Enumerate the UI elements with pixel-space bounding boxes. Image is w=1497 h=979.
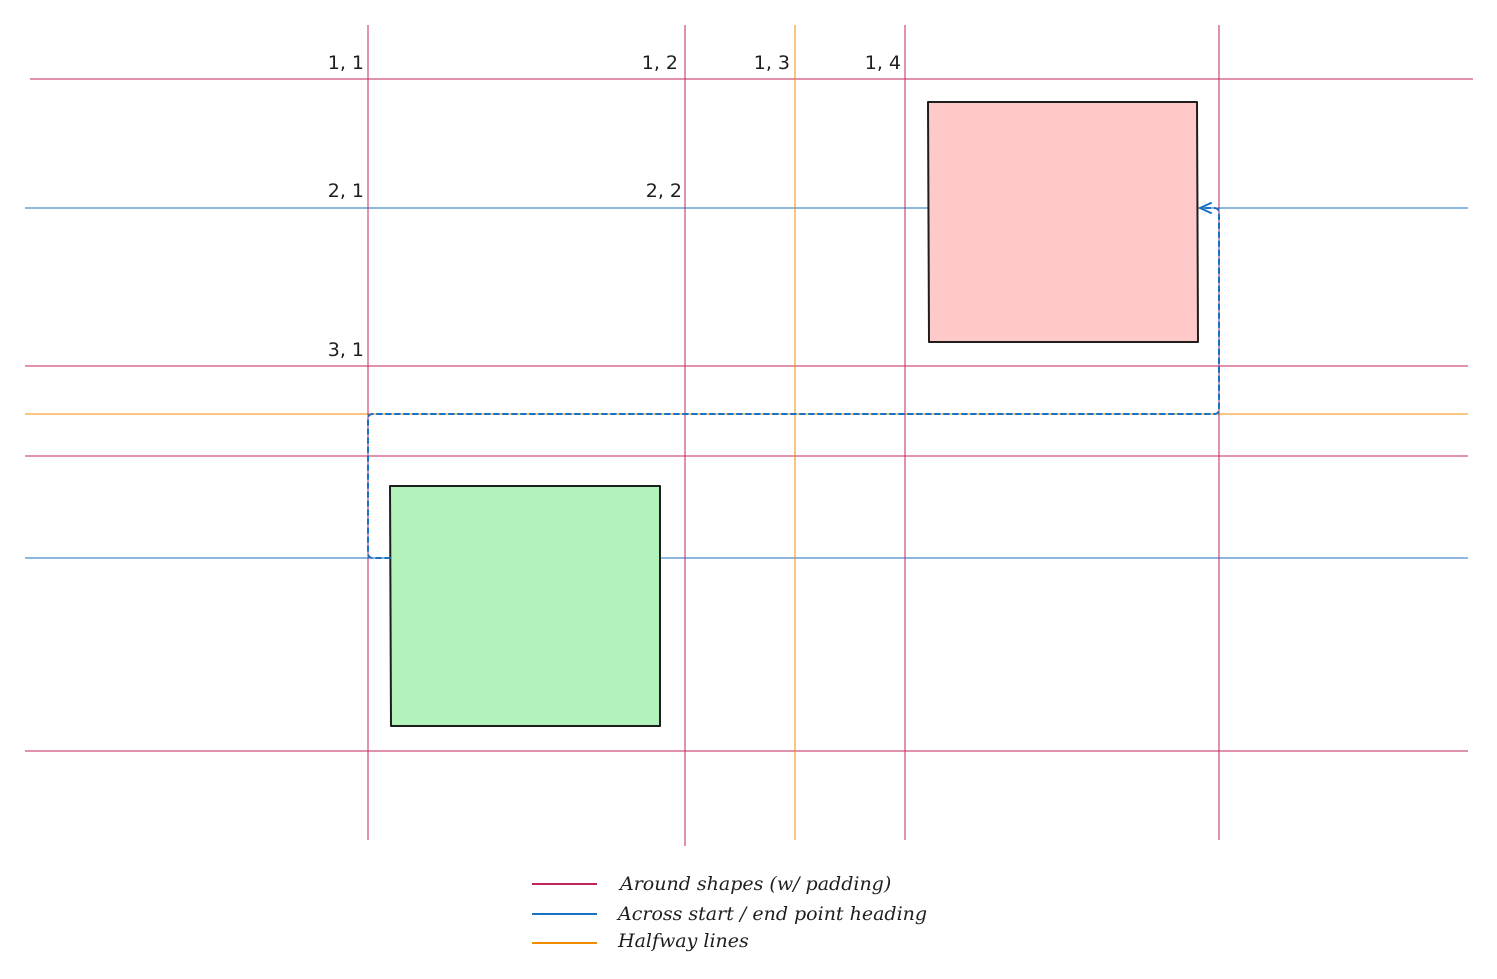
grid-label-3-1: 3, 1 [328, 339, 364, 361]
grid-label-1-4: 1, 4 [865, 52, 901, 74]
legend: Around shapes (w/ padding) Across start … [532, 873, 927, 952]
end-shape-rectangle[interactable] [927, 101, 1199, 343]
vertical-guides [367, 25, 1220, 846]
horizontal-guides [25, 78, 1473, 752]
grid-labels: 1, 1 1, 2 1, 3 1, 4 2, 1 2, 2 3, 1 [328, 52, 901, 361]
legend-label-halfway: Halfway lines [617, 930, 749, 952]
grid-label-2-1: 2, 1 [328, 180, 364, 202]
grid-label-1-3: 1, 3 [754, 52, 790, 74]
grid-label-1-1: 1, 1 [328, 52, 364, 74]
start-shape-rectangle[interactable] [389, 485, 661, 727]
elbow-connector-arrow[interactable] [367, 207, 1220, 559]
legend-label-around-shapes: Around shapes (w/ padding) [618, 873, 891, 895]
arrowhead-icon [1199, 202, 1212, 214]
grid-label-1-2: 1, 2 [642, 52, 678, 74]
legend-label-across-heading: Across start / end point heading [616, 903, 927, 925]
grid-label-2-2: 2, 2 [646, 180, 682, 202]
